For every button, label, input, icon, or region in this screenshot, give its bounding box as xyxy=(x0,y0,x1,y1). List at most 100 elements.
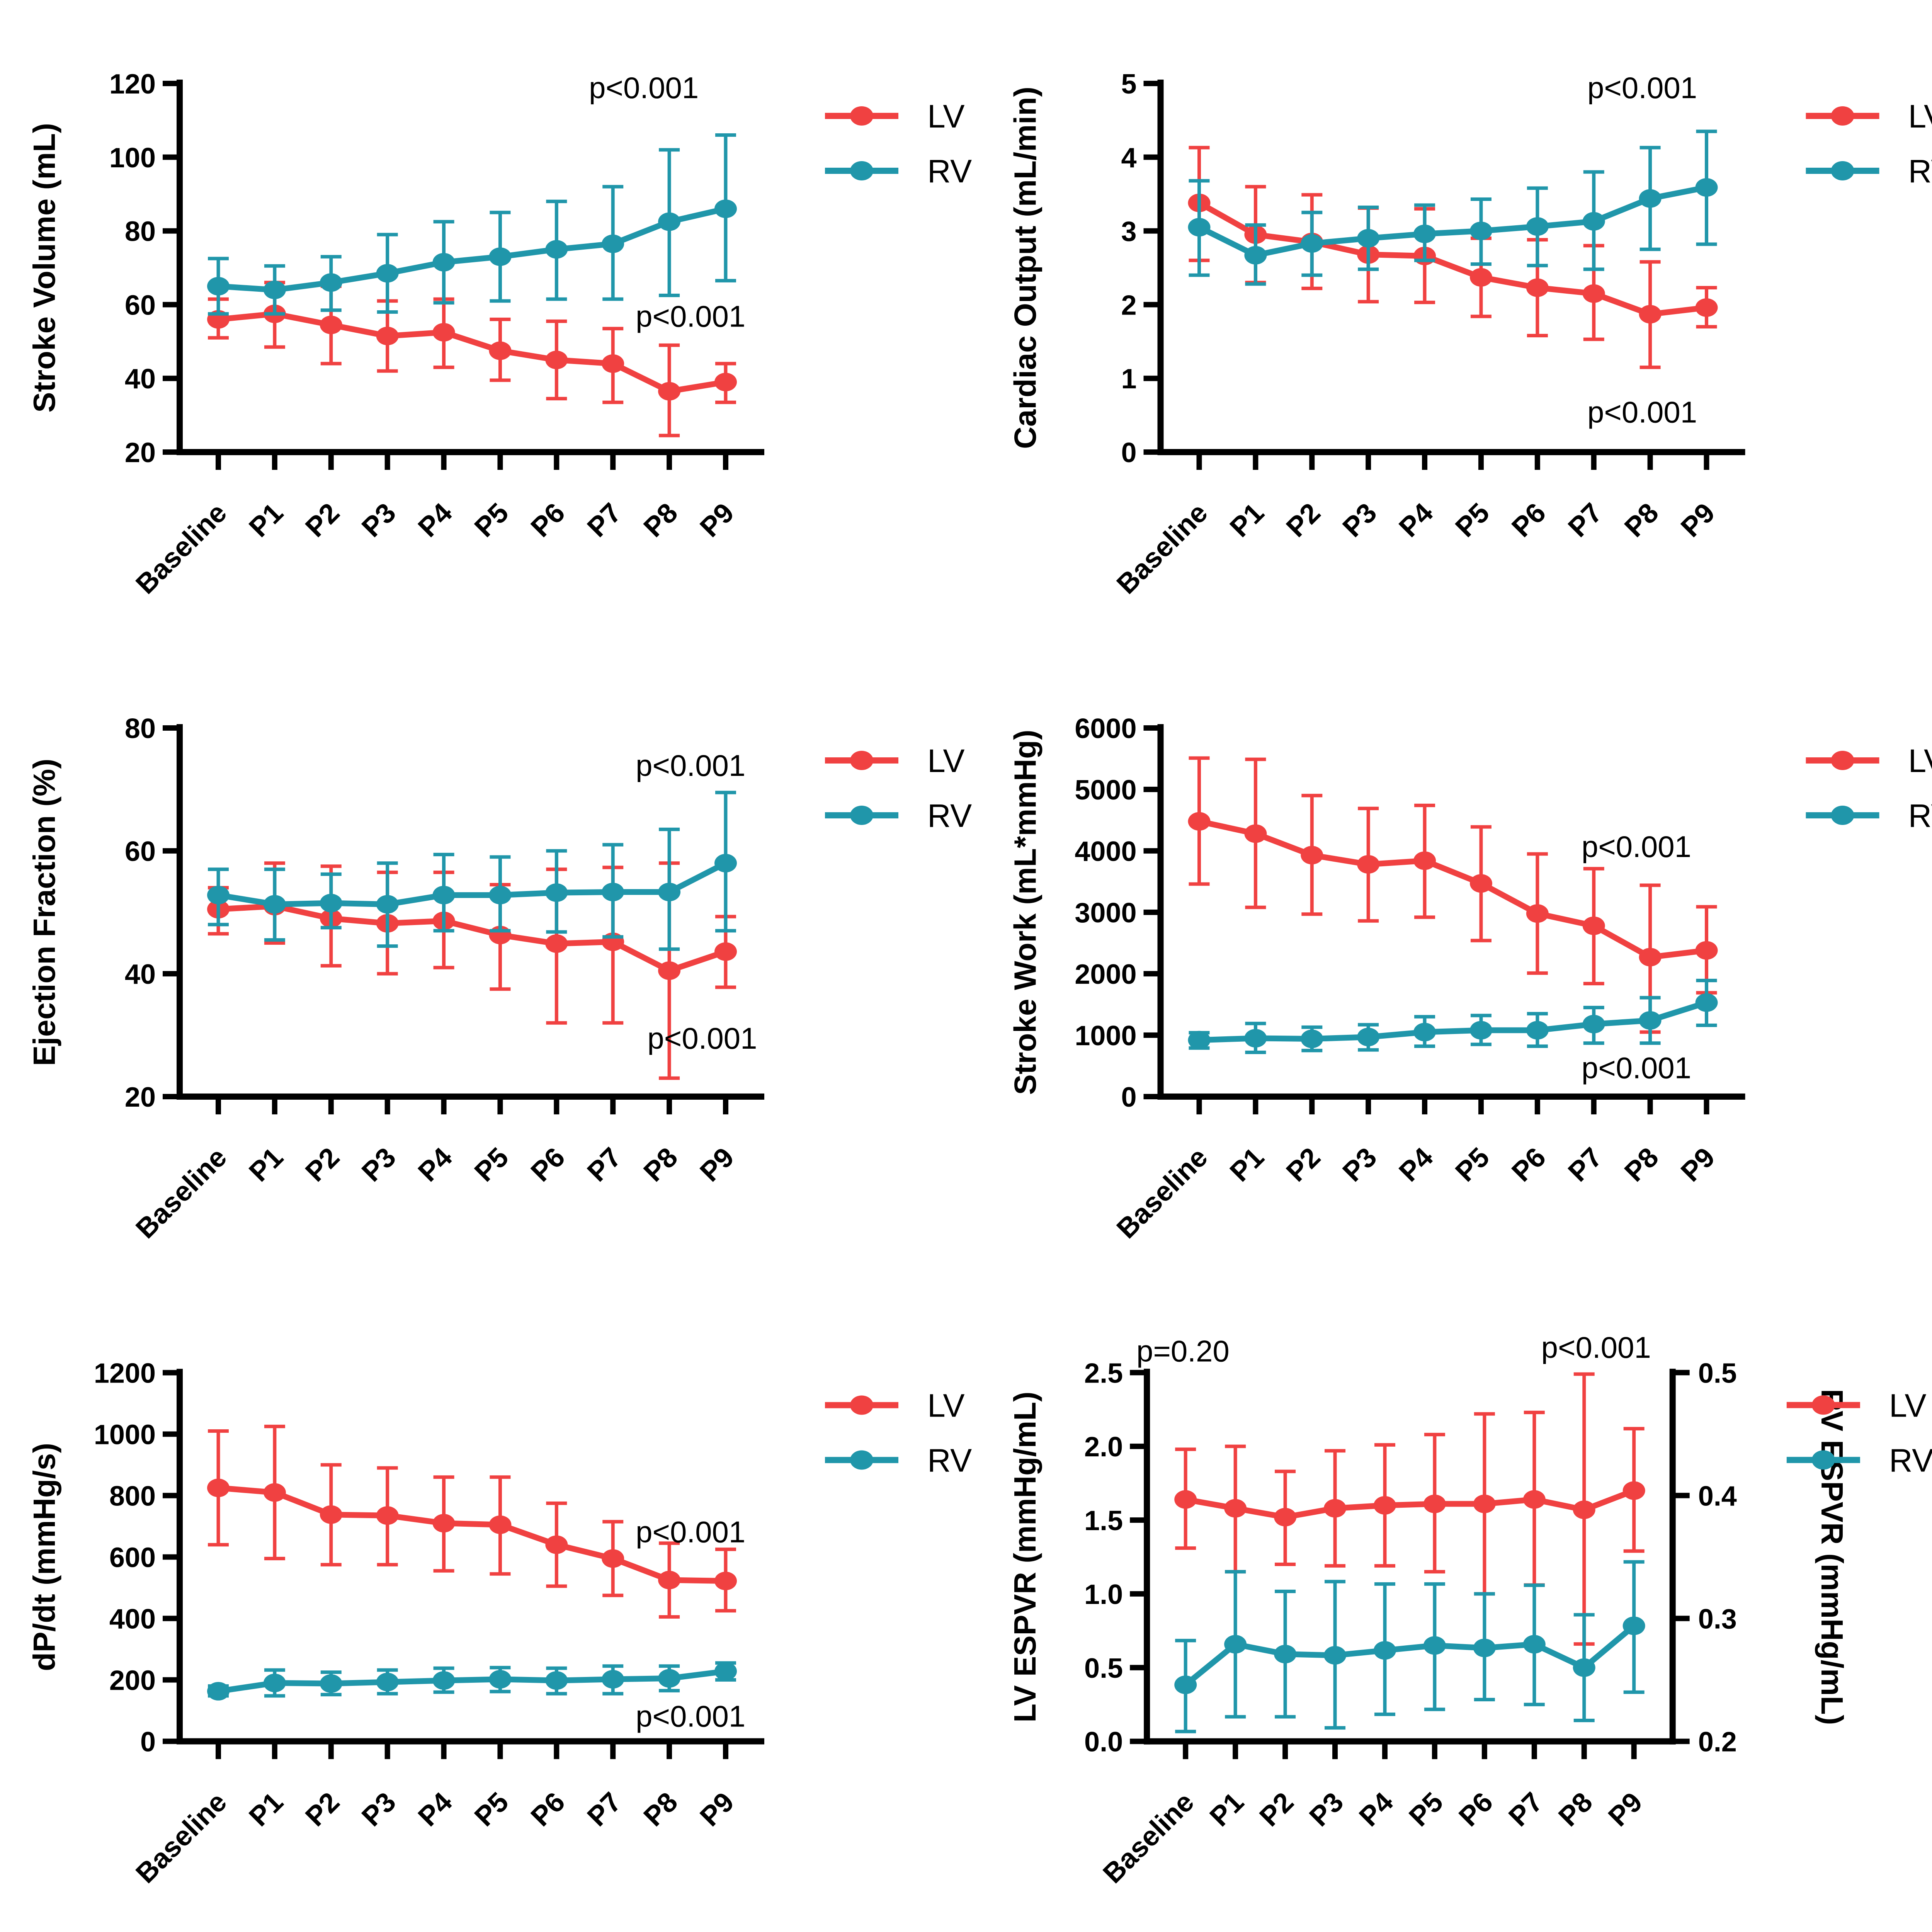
x-category-label-group: P5 xyxy=(1449,1142,1495,1188)
series-line-lv xyxy=(218,1485,726,1584)
data-point-rv xyxy=(376,895,399,914)
y-tick-label: 4000 xyxy=(1075,836,1136,867)
x-category-label: P2 xyxy=(299,1142,345,1188)
data-point-rv xyxy=(1582,212,1605,231)
x-category-label-group: P5 xyxy=(1403,1786,1449,1832)
x-category-label-group: P8 xyxy=(638,497,684,543)
x-category-label-group: P3 xyxy=(356,1786,402,1832)
legend: LV RV xyxy=(1786,1387,1932,1478)
data-point-rv xyxy=(1639,189,1662,208)
x-category-label-group: P1 xyxy=(243,497,289,543)
x-category-label: P1 xyxy=(1224,497,1270,543)
y-tick-label: 60 xyxy=(125,836,156,867)
y-tick-label: 2 xyxy=(1121,290,1136,321)
y-axis-title-group: LV ESPVR (mmHg/mL) xyxy=(1008,1391,1042,1723)
y-tick-label: 5000 xyxy=(1075,775,1136,806)
y-tick-label: 0.5 xyxy=(1084,1653,1123,1684)
data-point-rv xyxy=(1469,221,1492,240)
legend-marker-lv xyxy=(850,751,873,770)
data-point-lv xyxy=(1324,1499,1347,1518)
data-point-rv xyxy=(376,1673,399,1692)
series-line-lv xyxy=(218,311,726,395)
x-category-label-group: P6 xyxy=(1506,1142,1552,1188)
x-category-label-group: P2 xyxy=(1281,497,1327,543)
legend-label-lv: LV xyxy=(1889,1387,1927,1423)
y-tick-label: 4 xyxy=(1121,143,1136,173)
data-point-lv xyxy=(263,1483,286,1502)
data-point-lv xyxy=(658,1571,681,1590)
x-category-label-group: P8 xyxy=(638,1786,684,1832)
data-point-rv xyxy=(320,273,342,292)
data-point-lv xyxy=(1526,904,1549,923)
error-bars-rv xyxy=(1189,129,1717,286)
right-axis-title: RV ESPVR (mmHg/mL) xyxy=(1815,1389,1849,1725)
legend: LV RV xyxy=(1806,98,1932,189)
data-point-lv xyxy=(1639,948,1662,967)
right-axis-title-group: RV ESPVR (mmHg/mL) xyxy=(1815,1389,1849,1725)
x-category-label: P3 xyxy=(356,497,402,543)
y-axis-title-group: dP/dt (mmHg/s) xyxy=(27,1443,61,1671)
y-tick-label: 0 xyxy=(1121,437,1136,468)
y-tick-label: 2000 xyxy=(1075,959,1136,990)
legend: LV RV xyxy=(825,98,972,189)
x-category-label: P1 xyxy=(1204,1786,1250,1832)
x-category-label-group: P5 xyxy=(469,1142,515,1188)
data-point-lv xyxy=(1301,846,1323,865)
data-point-lv xyxy=(658,382,681,401)
p-value-label-lv: p<0.001 xyxy=(1582,830,1691,864)
series-rv xyxy=(1188,129,1718,286)
p-value-label-lv: p<0.001 xyxy=(636,1515,745,1549)
y-tick-label: 20 xyxy=(125,1082,156,1113)
data-point-rv xyxy=(432,886,455,905)
y-axis-title-group: Stroke Volume (mL) xyxy=(27,123,61,413)
x-category-label-group: P8 xyxy=(1619,1142,1665,1188)
y-tick-label: 0.0 xyxy=(1084,1727,1123,1758)
data-point-lv xyxy=(432,323,455,342)
y-tick-label: 1 xyxy=(1121,364,1136,395)
legend-label-lv: LV xyxy=(927,1388,965,1424)
legend-marker-lv xyxy=(1811,1395,1835,1415)
series-lv xyxy=(1174,1372,1645,1646)
x-category-label: P9 xyxy=(1675,497,1721,543)
y-axis-title-group: Cardiac Output (mL/min) xyxy=(1008,87,1043,449)
x-category-label: P2 xyxy=(1281,1142,1327,1188)
data-point-rv xyxy=(658,883,681,901)
data-point-lv xyxy=(658,961,681,980)
y-axis-title: Stroke Work (mL*mmHg) xyxy=(1008,730,1043,1095)
y-tick-label: 1200 xyxy=(94,1358,156,1389)
x-category-label-group: P9 xyxy=(694,1786,740,1832)
axes xyxy=(163,724,764,1114)
data-point-lv xyxy=(432,1514,455,1533)
x-category-label: P6 xyxy=(525,1786,571,1832)
ejection-fraction-chart: 20 40 60 80 Baseline P1 P2 P3 P4 P5 P6 P7 P8 P9 Ejecti… xyxy=(27,713,972,1245)
x-category-label-group: P8 xyxy=(638,1142,684,1188)
data-point-lv xyxy=(602,1549,624,1568)
x-category-label-group: P9 xyxy=(1675,1142,1721,1188)
series-line-lv xyxy=(1198,818,1707,960)
right-y-tick-label: 0.2 xyxy=(1698,1727,1737,1758)
data-point-rv xyxy=(320,894,342,913)
x-category-label-group: P9 xyxy=(694,497,740,543)
data-point-lv xyxy=(602,354,624,373)
x-category-label-group: Baseline xyxy=(130,1142,233,1245)
x-category-label: P5 xyxy=(1403,1786,1449,1832)
series-line-rv xyxy=(1199,1000,1708,1043)
x-category-label-group: P6 xyxy=(525,1142,571,1188)
chart-cell-espvr: 0.0 0.5 1.0 1.5 2.0 2.5 0.2 0.3 0.4 0.5 RV ESPVR (… xyxy=(981,1289,1932,1932)
series-line-lv xyxy=(1185,1488,1635,1520)
x-category-label-group: P6 xyxy=(1506,497,1552,543)
x-category-label-group: P8 xyxy=(1553,1786,1599,1832)
data-point-rv xyxy=(1473,1638,1496,1657)
right-y-tick-label: 0.5 xyxy=(1698,1358,1737,1389)
data-point-rv xyxy=(1523,1635,1546,1654)
data-point-rv xyxy=(1357,229,1380,248)
data-point-rv xyxy=(207,1682,230,1701)
x-category-label-group: P7 xyxy=(582,1786,628,1832)
legend-label-lv: LV xyxy=(1908,98,1932,134)
x-category-label: P6 xyxy=(525,497,571,543)
data-point-lv xyxy=(376,327,399,345)
data-point-rv xyxy=(1695,993,1718,1012)
series-lv xyxy=(207,1425,737,1619)
data-point-lv xyxy=(1224,1499,1247,1518)
x-category-label-group: Baseline xyxy=(1097,1786,1200,1889)
